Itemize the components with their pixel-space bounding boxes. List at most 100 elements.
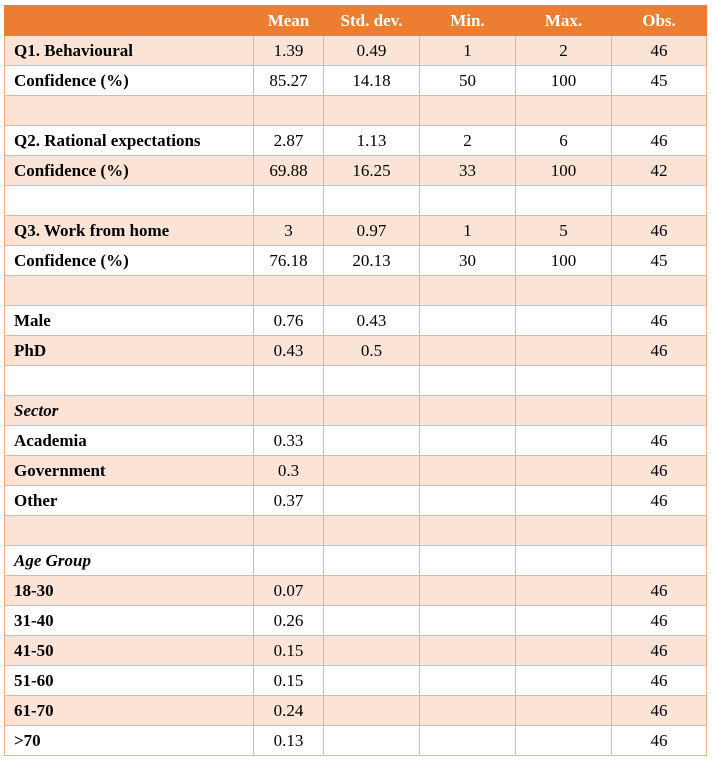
cell-min [419,545,516,576]
cell-std-dev: 14.18 [323,65,420,96]
cell-max [515,515,612,546]
cell-min [419,485,516,516]
cell-min: 2 [419,125,516,156]
cell-min: 1 [419,215,516,246]
cell-obs: 42 [611,155,707,186]
cell-std-dev [323,395,420,426]
cell-obs: 46 [611,35,707,66]
table-row: 61-70 0.24 46 [4,695,707,726]
summary-statistics-table-container: Mean Std. dev. Min. Max. Obs. Q1. Behavi… [4,5,707,756]
cell-min [419,515,516,546]
cell-min [419,95,516,126]
cell-std-dev [323,515,420,546]
cell-std-dev [323,635,420,666]
cell-max [515,335,612,366]
cell-std-dev [323,275,420,306]
cell-min [419,425,516,456]
cell-min [419,335,516,366]
cell-max [515,305,612,336]
header-std-dev: Std. dev. [323,5,420,36]
cell-max: 5 [515,215,612,246]
cell-max [515,95,612,126]
table-row: Sector [4,395,707,426]
cell-obs: 46 [611,485,707,516]
cell-std-dev [323,425,420,456]
cell-mean: 69.88 [253,155,324,186]
cell-max [515,635,612,666]
cell-mean: 0.15 [253,665,324,696]
table-row: Confidence (%) 85.27 14.18 50 100 45 [4,65,707,96]
cell-mean: 0.26 [253,605,324,636]
table-row: 31-40 0.26 46 [4,605,707,636]
cell-mean: 0.76 [253,305,324,336]
table-row [4,365,707,396]
cell-min: 30 [419,245,516,276]
cell-obs: 46 [611,125,707,156]
cell-obs: 46 [611,335,707,366]
cell-obs [611,545,707,576]
row-label: Other [4,485,254,516]
cell-max: 2 [515,35,612,66]
cell-std-dev [323,725,420,756]
row-label: 31-40 [4,605,254,636]
table-row: Academia 0.33 46 [4,425,707,456]
cell-obs: 46 [611,725,707,756]
section-heading: Sector [4,395,254,426]
cell-max [515,365,612,396]
cell-max [515,665,612,696]
table-row: Confidence (%) 69.88 16.25 33 100 42 [4,155,707,186]
cell-max: 100 [515,245,612,276]
header-min: Min. [419,5,516,36]
cell-min [419,455,516,486]
cell-mean: 0.07 [253,575,324,606]
cell-obs: 46 [611,305,707,336]
cell-std-dev [323,665,420,696]
cell-obs: 46 [611,665,707,696]
cell-obs [611,395,707,426]
table-row: Q2. Rational expectations 2.87 1.13 2 6 46 [4,125,707,156]
cell-min: 33 [419,155,516,186]
cell-max: 100 [515,65,612,96]
table-row: Confidence (%) 76.18 20.13 30 100 45 [4,245,707,276]
cell-obs: 45 [611,245,707,276]
table-header-row: Mean Std. dev. Min. Max. Obs. [4,5,707,36]
cell-max [515,545,612,576]
cell-max [515,695,612,726]
cell-max [515,455,612,486]
cell-std-dev [323,605,420,636]
cell-obs: 46 [611,695,707,726]
table-row: 41-50 0.15 46 [4,635,707,666]
cell-mean: 2.87 [253,125,324,156]
cell-obs [611,515,707,546]
cell-min [419,575,516,606]
cell-std-dev: 0.97 [323,215,420,246]
cell-mean: 0.13 [253,725,324,756]
cell-min [419,695,516,726]
cell-std-dev: 0.5 [323,335,420,366]
cell-mean [253,395,324,426]
cell-max: 6 [515,125,612,156]
cell-std-dev: 20.13 [323,245,420,276]
table-row: Male 0.76 0.43 46 [4,305,707,336]
cell-std-dev [323,455,420,486]
table-row: Q3. Work from home 3 0.97 1 5 46 [4,215,707,246]
summary-statistics-table: Mean Std. dev. Min. Max. Obs. Q1. Behavi… [4,5,707,756]
cell-mean: 3 [253,215,324,246]
cell-mean [253,365,324,396]
cell-mean: 85.27 [253,65,324,96]
row-label: 18-30 [4,575,254,606]
row-label [4,515,254,546]
cell-std-dev [323,95,420,126]
cell-std-dev [323,575,420,606]
row-label [4,365,254,396]
cell-std-dev [323,545,420,576]
row-label: Male [4,305,254,336]
row-label: Q3. Work from home [4,215,254,246]
row-label [4,95,254,126]
cell-max [515,485,612,516]
row-label: Q2. Rational expectations [4,125,254,156]
cell-mean: 0.37 [253,485,324,516]
row-label: Q1. Behavioural [4,35,254,66]
cell-obs: 46 [611,605,707,636]
cell-mean: 0.43 [253,335,324,366]
